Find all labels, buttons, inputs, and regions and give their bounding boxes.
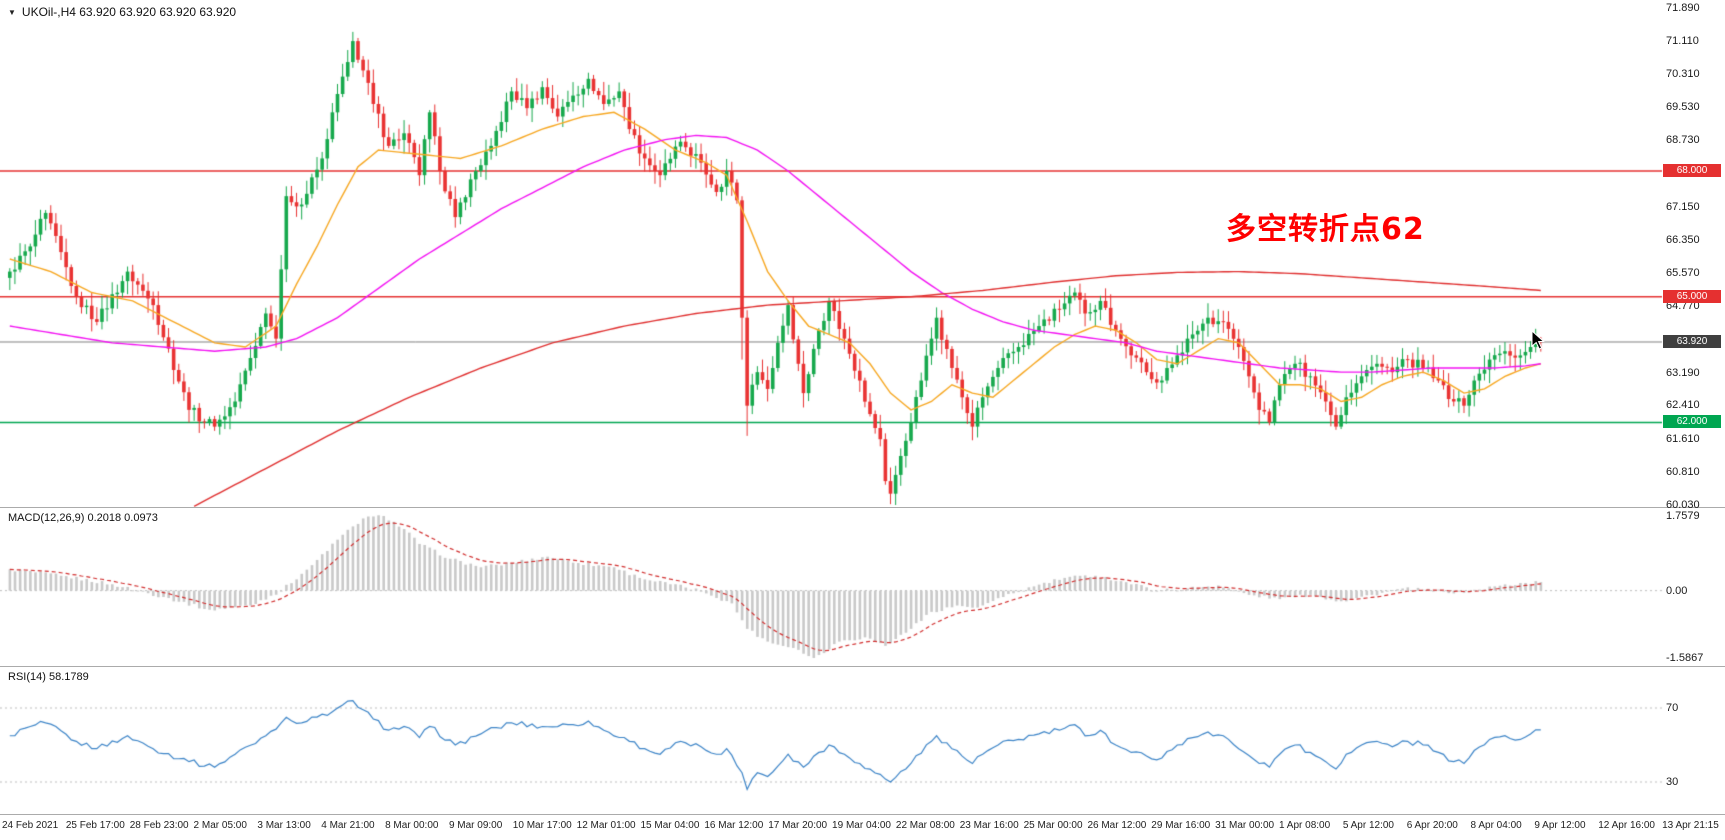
time-axis-label: 16 Mar 12:00 [704,820,764,831]
time-axis-label: 5 Apr 12:00 [1342,820,1394,831]
time-axis-label: 22 Mar 08:00 [895,820,955,831]
time-axis-label: 8 Apr 04:00 [1470,820,1522,831]
time-axis-label: 24 Feb 2021 [2,820,59,831]
time-axis-label: 15 Mar 04:00 [640,820,700,831]
time-axis-label: 19 Mar 04:00 [832,820,891,831]
time-axis[interactable]: 24 Feb 2021 25 Feb 17:00 28 Feb 23:00 2 Mar… [0,818,1725,840]
time-axis-label: 12 Apr 16:00 [1598,820,1655,831]
time-axis-label: 2 Mar 05:00 [193,820,247,831]
time-axis-label: 12 Mar 01:00 [576,820,636,831]
time-axis-label: 13 Apr 21:15 [1662,820,1719,831]
chart-header: ▼ UKOil-,H4 63.920 63.920 63.920 63.920 [8,5,236,19]
time-axis-label: 29 Mar 16:00 [1151,820,1211,831]
panel-separator-macd-rsi[interactable] [0,666,1725,667]
panel-separator-main-macd[interactable] [0,507,1725,508]
time-axis-label: 3 Mar 13:00 [257,820,311,831]
time-axis-label: 6 Apr 20:00 [1406,820,1458,831]
time-axis-label: 25 Feb 17:00 [65,820,125,831]
time-axis-label: 10 Mar 17:00 [512,820,572,831]
time-axis-label: 25 Mar 00:00 [1023,820,1083,831]
time-axis-label: 9 Apr 12:00 [1534,820,1586,831]
annotation-text[interactable]: 多空转折点62 [1226,212,1425,247]
mouse-cursor-icon [1531,330,1545,350]
resistance-65-level-label[interactable]: 65.000 [1663,289,1721,303]
symbol-dropdown-icon[interactable]: ▼ [8,7,16,17]
macd-indicator-label: MACD(12,26,9) 0.2018 0.0973 [8,512,158,524]
support-62-level-label[interactable]: 62.000 [1663,415,1721,429]
time-axis-label: 31 Mar 00:00 [1215,820,1275,831]
time-axis-label: 1 Apr 08:00 [1279,820,1331,831]
time-axis-label: 26 Mar 12:00 [1087,820,1147,831]
time-axis-label: 9 Mar 09:00 [448,820,503,831]
time-axis-label: 8 Mar 00:00 [385,820,439,831]
resistance-68-level-label[interactable]: 68.000 [1663,164,1721,177]
rsi-indicator-label: RSI(14) 58.1789 [8,671,89,683]
time-axis-label: 4 Mar 21:00 [321,820,375,831]
time-axis-label: 17 Mar 20:00 [768,820,828,831]
chart-title: UKOil-,H4 63.920 63.920 63.920 63.920 [21,5,237,19]
time-axis-label: 23 Mar 16:00 [959,820,1019,831]
time-axis-label: 28 Feb 23:00 [129,820,189,831]
panel-separator-rsi-time[interactable] [0,814,1725,815]
current-price-label: 63.920 [1663,334,1721,348]
